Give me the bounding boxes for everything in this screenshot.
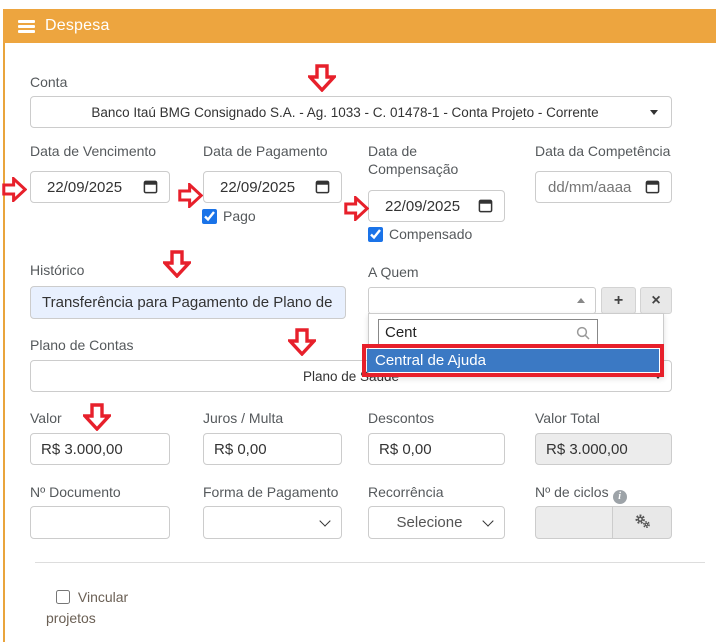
aquem-add-button[interactable]: + bbox=[601, 287, 636, 314]
aquem-combobox[interactable] bbox=[368, 287, 596, 314]
chevron-down-icon bbox=[319, 514, 331, 527]
pagamento-date-input[interactable] bbox=[204, 172, 341, 202]
plano-label: Plano de Contas bbox=[30, 337, 134, 353]
calendar-icon[interactable] bbox=[478, 198, 493, 217]
valor-field bbox=[30, 433, 170, 465]
chevron-up-icon bbox=[577, 297, 585, 303]
conta-label: Conta bbox=[30, 74, 68, 90]
documento-label: Nº Documento bbox=[30, 484, 121, 500]
calendar-icon[interactable] bbox=[143, 179, 158, 198]
calendar-icon[interactable] bbox=[315, 179, 330, 198]
header-bar: Despesa bbox=[3, 9, 716, 43]
valor-total-input bbox=[536, 434, 671, 464]
pago-checkbox-label: Pago bbox=[223, 208, 256, 224]
aquem-label: A Quem bbox=[368, 264, 419, 280]
aquem-search-input[interactable] bbox=[379, 323, 597, 341]
vencimento-label: Data de Vencimento bbox=[30, 143, 157, 159]
juros-label: Juros / Multa bbox=[203, 410, 284, 426]
forma-pagamento-select[interactable] bbox=[203, 506, 342, 539]
calendar-icon[interactable] bbox=[645, 179, 660, 198]
descontos-field bbox=[368, 433, 505, 465]
vincular-projetos-label: Vincular projetos bbox=[46, 589, 129, 626]
ciclos-label: Nº de ciclos i bbox=[535, 483, 627, 504]
juros-field bbox=[203, 433, 342, 465]
compensado-checkbox-label: Compensado bbox=[389, 226, 473, 242]
competencia-date-field bbox=[535, 171, 672, 203]
vencimento-date-input[interactable] bbox=[31, 172, 169, 202]
section-divider bbox=[35, 562, 705, 563]
recorrencia-label: Recorrência bbox=[368, 484, 444, 500]
compensacao-date-field bbox=[368, 190, 505, 222]
juros-input[interactable] bbox=[204, 434, 341, 464]
page-title: Despesa bbox=[45, 17, 110, 34]
chevron-down-icon bbox=[650, 110, 658, 115]
historico-input[interactable] bbox=[31, 287, 345, 318]
valor-input[interactable] bbox=[31, 434, 169, 464]
recorrencia-value: Selecione bbox=[396, 514, 463, 531]
documento-field bbox=[30, 506, 170, 539]
documento-input[interactable] bbox=[31, 507, 169, 538]
ciclos-label-text: Nº de ciclos bbox=[535, 484, 609, 500]
vincular-projetos-row: Vincular projetos bbox=[46, 587, 138, 629]
descontos-input[interactable] bbox=[369, 434, 504, 464]
vencimento-date-field bbox=[30, 171, 170, 203]
conta-select[interactable]: Banco Itaú BMG Consignado S.A. - Ag. 103… bbox=[30, 96, 672, 128]
compensacao-label: Data de Compensação bbox=[368, 143, 459, 177]
ciclos-settings-button[interactable] bbox=[612, 506, 672, 539]
aquem-clear-button[interactable]: × bbox=[640, 287, 672, 314]
forma-pagamento-label: Forma de Pagamento bbox=[203, 484, 339, 500]
valor-total-field bbox=[535, 433, 672, 465]
aquem-search-field bbox=[378, 319, 598, 345]
historico-field bbox=[30, 286, 346, 319]
pago-checkbox-row: Pago bbox=[202, 208, 256, 224]
compensado-checkbox-row: Compensado bbox=[368, 226, 472, 242]
compensacao-date-input[interactable] bbox=[369, 191, 504, 221]
aquem-option-central-de-ajuda[interactable]: Central de Ajuda bbox=[367, 349, 659, 372]
pagamento-date-field bbox=[203, 171, 342, 203]
competencia-date-input[interactable] bbox=[536, 172, 671, 202]
ciclos-field bbox=[535, 506, 613, 539]
valor-total-label: Valor Total bbox=[535, 410, 600, 426]
competencia-label: Data da Competência bbox=[535, 143, 671, 159]
pago-checkbox[interactable] bbox=[202, 208, 217, 224]
valor-label: Valor bbox=[30, 410, 62, 426]
ciclos-input bbox=[536, 507, 612, 538]
descontos-label: Descontos bbox=[368, 410, 435, 426]
pagamento-label: Data de Pagamento bbox=[203, 143, 328, 159]
historico-label: Histórico bbox=[30, 262, 85, 278]
hamburger-menu-icon[interactable] bbox=[18, 19, 35, 33]
chevron-down-icon bbox=[482, 514, 494, 527]
recorrencia-select[interactable]: Selecione bbox=[368, 506, 505, 539]
search-icon bbox=[575, 325, 591, 346]
vincular-projetos-checkbox[interactable] bbox=[56, 590, 70, 604]
compensado-checkbox[interactable] bbox=[368, 226, 383, 242]
info-icon[interactable]: i bbox=[612, 490, 627, 504]
gears-icon bbox=[633, 513, 651, 532]
conta-select-value: Banco Itaú BMG Consignado S.A. - Ag. 103… bbox=[91, 104, 599, 120]
